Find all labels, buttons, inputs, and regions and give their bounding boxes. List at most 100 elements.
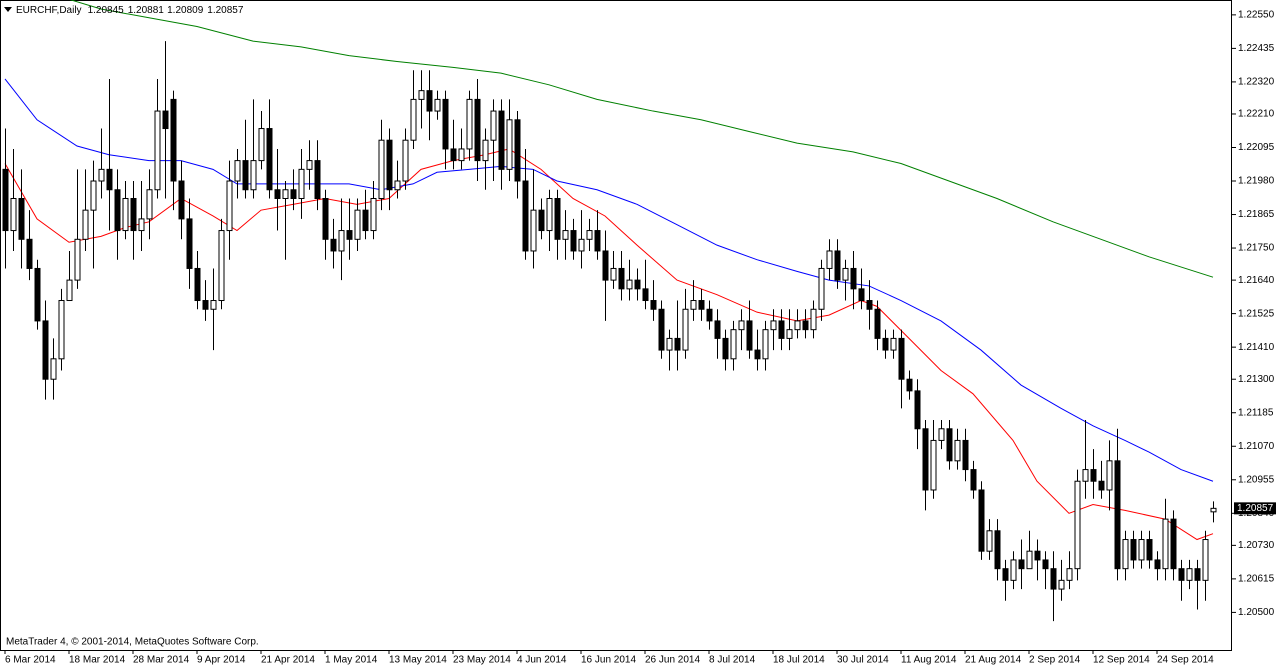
bull-candle-body — [354, 209, 361, 240]
bear-candle-body — [722, 337, 729, 360]
bear-candle-body — [874, 308, 881, 339]
bear-candle-body — [242, 160, 249, 191]
bull-candle-body — [890, 337, 897, 351]
x-tick-label: 13 May 2014 — [389, 655, 447, 666]
current-price-label: 1.20857 — [1237, 503, 1274, 514]
bear-candle-body — [946, 428, 953, 462]
bear-candle-body — [922, 428, 929, 491]
bear-candle-body — [906, 378, 913, 392]
bear-candle-body — [866, 300, 873, 310]
bull-candle-body — [74, 238, 81, 281]
bull-candle-body — [1202, 539, 1209, 581]
copyright-footer: MetaTrader 4, © 2001-2014, MetaQuotes So… — [6, 637, 259, 648]
bear-candle-body — [882, 337, 889, 351]
bull-candle-body — [954, 439, 961, 462]
bear-candle-body — [834, 250, 841, 281]
bull-candle-body — [842, 267, 849, 281]
bear-candle-body — [970, 469, 977, 491]
bear-candle-body — [802, 320, 809, 331]
bear-candle-body — [266, 128, 273, 191]
y-tick-label: 1.22210 — [1238, 109, 1275, 120]
bull-candle-body — [1066, 568, 1073, 581]
bear-candle-body — [1114, 460, 1121, 570]
y-tick-label: 1.21410 — [1238, 342, 1275, 353]
bull-candle-body — [10, 197, 17, 232]
x-tick-label: 1 May 2014 — [325, 655, 378, 666]
bull-candle-body — [338, 230, 345, 252]
bull-candle-body — [786, 329, 793, 339]
y-tick-label: 1.21525 — [1238, 308, 1275, 319]
y-tick-label: 1.21070 — [1238, 441, 1275, 452]
bear-candle-body — [538, 209, 545, 232]
x-tick-label: 18 Mar 2014 — [69, 655, 126, 666]
bear-candle-body — [386, 139, 393, 191]
bull-candle-body — [458, 148, 465, 162]
bull-candle-body — [818, 267, 825, 310]
bull-candle-body — [410, 98, 417, 141]
bear-candle-body — [18, 197, 25, 240]
y-tick-label: 1.22095 — [1238, 142, 1275, 153]
bear-candle-body — [26, 238, 33, 269]
bull-candle-body — [666, 337, 673, 351]
bear-candle-body — [594, 230, 601, 252]
plot-border — [0, 0, 1232, 651]
bear-candle-body — [602, 250, 609, 281]
bull-candle-body — [66, 279, 73, 302]
bull-candle-body — [154, 110, 161, 191]
bull-candle-body — [810, 308, 817, 331]
bull-candle-body — [530, 209, 537, 252]
bear-candle-body — [1170, 518, 1177, 570]
bull-candle-body — [234, 160, 241, 182]
bull-candle-body — [930, 439, 937, 491]
y-tick-label: 1.20730 — [1238, 540, 1275, 551]
bear-candle-body — [186, 218, 193, 269]
bear-candle-body — [962, 439, 969, 471]
y-tick-label: 1.22435 — [1238, 43, 1275, 54]
bear-candle-body — [162, 110, 169, 130]
x-tick-label: 12 Sep 2014 — [1093, 655, 1150, 666]
bull-candle-body — [434, 98, 441, 112]
x-tick-label: 9 Apr 2014 — [197, 655, 246, 666]
bear-candle-body — [450, 148, 457, 162]
bull-candle-body — [394, 180, 401, 191]
bear-candle-body — [714, 320, 721, 339]
bear-candle-body — [426, 90, 433, 112]
bull-candle-body — [1122, 539, 1129, 570]
indicator-layer — [4, 0, 1214, 541]
bear-candle-body — [1042, 559, 1049, 570]
y-tick-label: 1.21865 — [1238, 209, 1275, 220]
header-high: 1.20881 — [128, 5, 165, 16]
bull-candle-body — [794, 320, 801, 331]
bull-candle-body — [1138, 539, 1145, 561]
x-tick-label: 21 Apr 2014 — [261, 655, 315, 666]
bull-candle-body — [122, 197, 129, 232]
x-tick-label: 28 Mar 2014 — [133, 655, 190, 666]
bull-candle-body — [586, 230, 593, 240]
bear-candle-body — [698, 300, 705, 310]
bull-candle-body — [250, 160, 257, 191]
bear-candle-body — [554, 197, 561, 240]
bear-candle-body — [322, 197, 329, 240]
bull-candle-body — [546, 197, 553, 232]
menu-triangle[interactable] — [4, 7, 12, 12]
bear-candle-body — [106, 168, 113, 191]
bull-candle-body — [58, 300, 65, 360]
bear-candle-body — [1002, 568, 1009, 581]
bear-candle-body — [474, 98, 481, 162]
y-tick-label: 1.21750 — [1238, 243, 1275, 254]
bull-candle-body — [1010, 559, 1017, 581]
bull-candle-body — [490, 110, 497, 141]
bull-candle-body — [770, 320, 777, 331]
x-tick-label: 24 Sep 2014 — [1157, 655, 1214, 666]
bull-candle-body — [482, 139, 489, 162]
bear-candle-body — [634, 279, 641, 290]
bull-candle-body — [1106, 460, 1113, 491]
bear-candle-body — [754, 349, 761, 360]
bear-candle-body — [642, 288, 649, 302]
y-tick-label: 1.21185 — [1238, 407, 1274, 418]
bull-candle-body — [418, 90, 425, 100]
bull-candle-body — [378, 139, 385, 199]
y-tick-label: 1.21640 — [1238, 275, 1275, 286]
bear-candle-body — [1178, 568, 1185, 581]
